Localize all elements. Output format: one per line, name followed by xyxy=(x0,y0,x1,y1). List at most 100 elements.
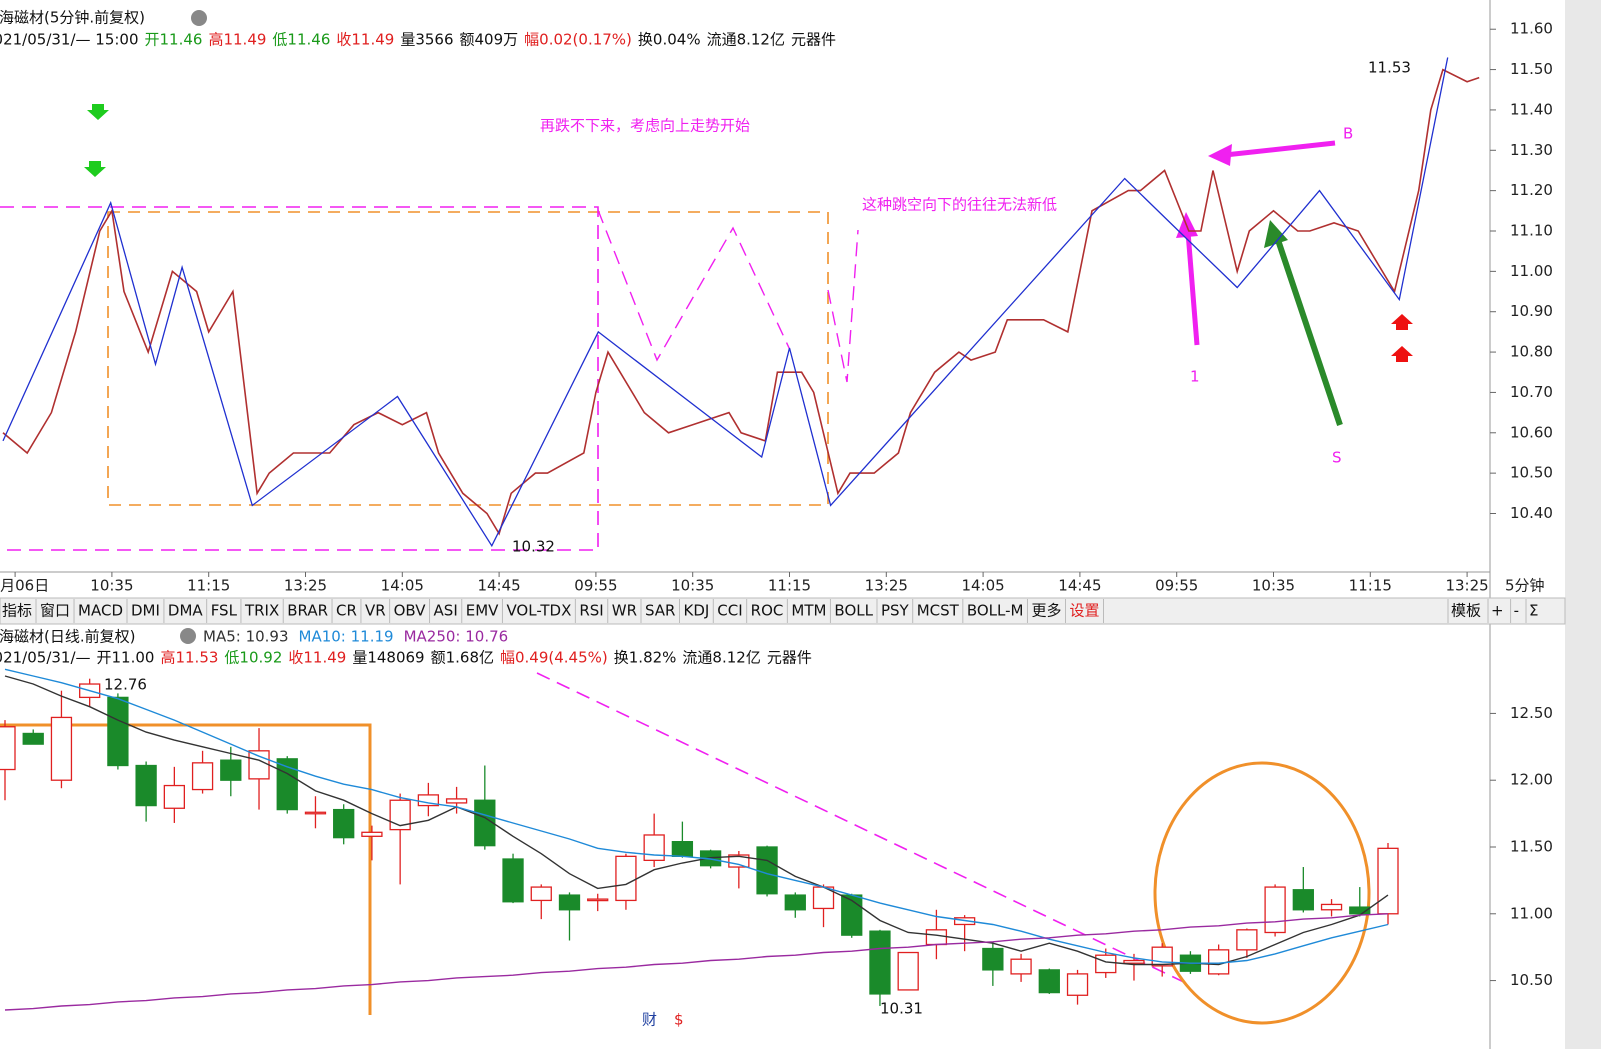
toolbar-button[interactable]: 更多 xyxy=(1031,602,1061,620)
toolbar-button[interactable]: VR xyxy=(365,602,386,620)
footer-icon: 财 xyxy=(642,1011,657,1029)
candle-body xyxy=(1292,889,1314,911)
toolbar-button[interactable]: EMV xyxy=(466,602,499,620)
sell-signal xyxy=(84,161,106,177)
x-tick-label: 10:35 xyxy=(671,577,714,595)
candle-body xyxy=(1123,959,1145,964)
info-item: 量3566 xyxy=(400,31,453,49)
scrollbar[interactable] xyxy=(1565,0,1601,1049)
toolbar-button[interactable]: MTM xyxy=(791,602,826,620)
range-box xyxy=(0,206,599,551)
y-tick-label: 10.40 xyxy=(1510,504,1553,522)
toolbar-button[interactable]: PSY xyxy=(881,602,910,620)
annotation: S xyxy=(1332,449,1342,467)
toolbar-button[interactable]: ASI xyxy=(434,602,458,620)
annotation: 再跌不下来，考虑向上走势开始 xyxy=(540,117,750,135)
info-item: 高11.49 xyxy=(208,31,266,49)
sell-signal xyxy=(87,104,109,120)
candle-body xyxy=(163,784,185,809)
x-tick-label: 13:25 xyxy=(1445,577,1488,595)
y-tick-label: 12.50 xyxy=(1510,704,1553,722)
x-tick-label: 11:15 xyxy=(1349,577,1392,595)
toolbar-button[interactable]: 模板 xyxy=(1451,602,1481,620)
info-item: 流通8.12亿 xyxy=(707,31,785,49)
toolbar-button[interactable]: FSL xyxy=(211,602,238,620)
toolbar-button[interactable]: DMA xyxy=(168,602,203,620)
settings-icon[interactable] xyxy=(191,10,207,26)
toolbar-button[interactable]: 窗口 xyxy=(40,602,70,620)
toolbar-button[interactable]: ROC xyxy=(751,602,784,620)
chart-title: 正海磁材(日线.前复权) xyxy=(0,628,135,646)
candle-body xyxy=(1236,929,1258,951)
candle-body xyxy=(1320,903,1343,911)
y-tick-label: 10.80 xyxy=(1510,343,1553,361)
toolbar-button[interactable]: RSI xyxy=(579,602,603,620)
arrow xyxy=(1275,239,1343,426)
toolbar-button[interactable]: WR xyxy=(612,602,637,620)
annotation: 10.31 xyxy=(880,1000,923,1018)
toolbar-button[interactable]: DMI xyxy=(131,602,160,620)
candle-body xyxy=(1151,946,1173,967)
candle-body xyxy=(474,799,496,847)
y-tick-label: 11.20 xyxy=(1510,181,1553,199)
y-tick-label: 11.00 xyxy=(1510,262,1553,280)
annotation: 11.53 xyxy=(1368,59,1411,77)
candle-body xyxy=(784,894,806,911)
info-item: 收11.49 xyxy=(336,31,394,49)
info-item: 换1.82% xyxy=(614,649,677,667)
toolbar-button[interactable]: SAR xyxy=(645,602,675,620)
toolbar-button[interactable]: 指标 xyxy=(2,602,32,620)
toolbar-button[interactable]: MCST xyxy=(917,602,960,620)
range-box xyxy=(107,211,829,506)
candle-body xyxy=(756,846,778,895)
info-item: 2021/05/31/— xyxy=(0,649,91,667)
candle-body xyxy=(587,898,609,902)
toolbar-button[interactable]: BOLL-M xyxy=(967,602,1024,620)
toolbar-button[interactable]: VOL-TDX xyxy=(506,602,571,620)
candle-body xyxy=(982,947,1004,971)
x-tick-label: 11:15 xyxy=(187,577,230,595)
toolbar-button[interactable]: CCI xyxy=(717,602,742,620)
toolbar-button[interactable]: MACD xyxy=(78,602,123,620)
x-tick-label: 14:45 xyxy=(477,577,520,595)
candle-body xyxy=(135,764,157,807)
info-item: 量148069 xyxy=(352,649,424,667)
y-tick-label: 10.60 xyxy=(1510,423,1553,441)
x-tick-label: 10:35 xyxy=(1252,577,1295,595)
toolbar-button[interactable]: TRIX xyxy=(244,602,279,620)
info-item: 额409万 xyxy=(460,31,519,49)
legend-entry: MA5: 10.93 xyxy=(203,628,289,646)
candle-body xyxy=(0,726,16,771)
toolbar-button[interactable]: + xyxy=(1491,602,1504,620)
info-item: 流通8.12亿 xyxy=(682,649,760,667)
toolbar-button[interactable]: OBV xyxy=(394,602,427,620)
settings-icon[interactable] xyxy=(180,628,196,644)
content: 正海磁材(5分钟.前复权) 2021/05/31/— 15:00 开11.46 高11… xyxy=(0,9,1553,1029)
toolbar-button[interactable]: 设置 xyxy=(1069,602,1099,620)
toolbar-button[interactable]: KDJ xyxy=(683,602,709,620)
info-item: 开11.46 xyxy=(145,31,203,49)
projection xyxy=(827,229,859,383)
candle-body xyxy=(333,808,355,839)
toolbar-button[interactable]: CR xyxy=(336,602,357,620)
candle-body xyxy=(220,759,242,781)
y-tick-label: 11.50 xyxy=(1510,60,1553,78)
footer-icon: $ xyxy=(674,1011,684,1029)
toolbar-button[interactable]: - xyxy=(1514,602,1519,620)
candle-body xyxy=(1349,906,1371,915)
y-tick-label: 11.40 xyxy=(1510,100,1553,118)
info-item: 幅0.49(4.45%) xyxy=(500,649,608,667)
toolbar-button[interactable]: BRAR xyxy=(287,602,328,620)
toolbar-button[interactable]: Σ xyxy=(1529,602,1538,620)
info-item: 额1.68亿 xyxy=(431,649,494,667)
info-item: 2021/05/31/— 15:00 xyxy=(0,31,139,49)
info-item: 高11.53 xyxy=(160,649,218,667)
arrow-head xyxy=(1264,220,1288,248)
toolbar-button[interactable]: BOLL xyxy=(834,602,873,620)
buy-signal xyxy=(1391,314,1413,330)
y-tick-label: 10.50 xyxy=(1510,971,1553,989)
arrow xyxy=(1224,140,1336,158)
candle-body xyxy=(361,831,383,837)
